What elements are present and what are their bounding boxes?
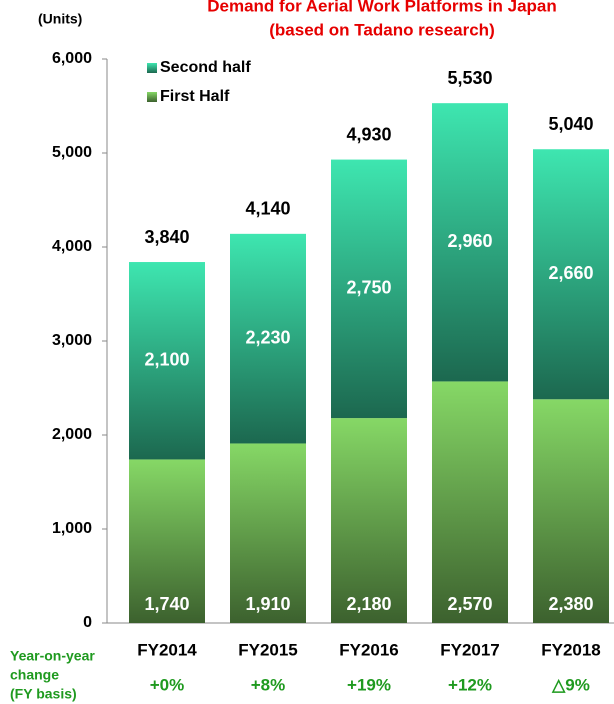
data-label: 2,660 <box>548 263 593 283</box>
yoy-change: +12% <box>448 675 492 694</box>
yoy-label: (FY basis) <box>10 686 77 702</box>
y-tick-label: 6,000 <box>52 50 92 67</box>
data-label: 2,570 <box>447 594 492 614</box>
y-axis-label: (Units) <box>38 11 82 27</box>
bar-segment <box>533 149 609 400</box>
y-tick-label: 5,000 <box>52 144 92 161</box>
chart-subtitle: (based on Tadano research) <box>269 20 494 39</box>
total-label: 4,930 <box>346 124 391 144</box>
data-label: 2,960 <box>447 231 492 251</box>
total-label: 4,140 <box>245 199 290 219</box>
yoy-label: Year-on-year <box>10 648 95 664</box>
legend-label: First Half <box>160 88 230 105</box>
yoy-change: △9% <box>551 675 590 694</box>
total-label: 5,530 <box>447 68 492 88</box>
total-label: 3,840 <box>144 227 189 247</box>
bar-segment <box>230 443 306 623</box>
total-label: 5,040 <box>548 114 593 134</box>
data-label: 1,740 <box>144 594 189 614</box>
data-label: 2,750 <box>346 278 391 298</box>
y-tick-label: 3,000 <box>52 332 92 349</box>
y-tick-label: 1,000 <box>52 520 92 537</box>
bar-segment <box>331 418 407 623</box>
yoy-change: +0% <box>150 675 185 694</box>
bar-segment <box>533 399 609 623</box>
y-tick-label: 4,000 <box>52 238 92 255</box>
yoy-change: +19% <box>347 675 391 694</box>
bar-segment <box>230 233 306 444</box>
x-tick-label: FY2016 <box>339 640 399 659</box>
x-tick-label: FY2015 <box>238 640 298 659</box>
legend-label: Second half <box>160 59 251 76</box>
bar-segment <box>331 159 407 419</box>
data-label: 2,230 <box>245 327 290 347</box>
yoy-change: +8% <box>251 675 286 694</box>
y-tick-label: 0 <box>83 614 92 631</box>
x-tick-label: FY2018 <box>541 640 601 659</box>
y-tick-label: 2,000 <box>52 426 92 443</box>
bar-segment <box>432 103 508 382</box>
data-label: 1,910 <box>245 594 290 614</box>
bar-segment <box>129 459 205 623</box>
x-tick-label: FY2017 <box>440 640 500 659</box>
bar-segment <box>129 262 205 460</box>
bar-segment <box>432 381 508 623</box>
data-label: 2,100 <box>144 349 189 369</box>
yoy-label: change <box>10 667 59 683</box>
legend-swatch <box>147 92 157 102</box>
chart-title: Demand for Aerial Work Platforms in Japa… <box>207 0 557 15</box>
legend-swatch <box>147 63 157 73</box>
data-label: 2,180 <box>346 594 391 614</box>
x-tick-label: FY2014 <box>137 640 197 659</box>
data-label: 2,380 <box>548 594 593 614</box>
